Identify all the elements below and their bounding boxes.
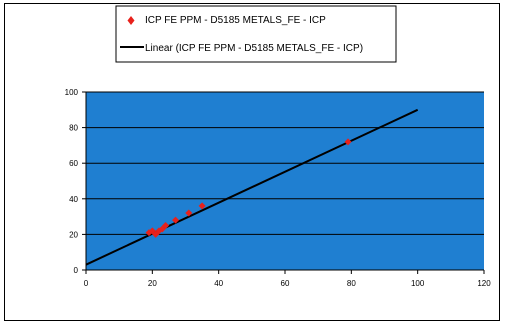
x-tick-label: 20: [148, 279, 157, 288]
axes: [82, 91, 485, 274]
trendline-group: [85, 108, 419, 266]
legend-label-points: ICP FE PPM - D5185 METALS_FE - ICP: [145, 15, 326, 26]
y-tick-label: 20: [69, 230, 78, 239]
y-tick-label: 40: [69, 195, 78, 204]
legend-point-marker: [127, 16, 135, 25]
legend-item-trendline: Linear (ICP FE PPM - D5185 METALS_FE - I…: [120, 43, 363, 54]
plot-area: [86, 92, 484, 270]
data-point: [162, 222, 170, 229]
y-tick-label: 0: [74, 266, 79, 275]
x-tick-label: 40: [214, 279, 223, 288]
data-point: [344, 138, 352, 146]
x-tick-label: 80: [347, 279, 356, 288]
legend-box: [115, 5, 397, 63]
legend-item-points: ICP FE PPM - D5185 METALS_FE - ICP: [127, 15, 326, 26]
x-tick-label: 100: [411, 279, 425, 288]
data-point: [172, 216, 180, 224]
y-tick-label: 100: [65, 88, 79, 97]
y-tick-label: 80: [69, 124, 78, 133]
data-point: [198, 202, 206, 210]
x-tick-label: 120: [477, 279, 491, 288]
trendline: [85, 108, 419, 266]
gridlines: [86, 91, 484, 235]
x-tick-label: 60: [281, 279, 290, 288]
data-points: [145, 138, 352, 238]
tick-labels: 0 20 40 60 80 100 120 0 20 40 60 80 100: [65, 88, 492, 288]
legend-label-trendline: Linear (ICP FE PPM - D5185 METALS_FE - I…: [145, 43, 363, 54]
y-tick-label: 60: [69, 159, 78, 168]
x-tick-label: 0: [84, 279, 89, 288]
data-point: [185, 209, 193, 217]
